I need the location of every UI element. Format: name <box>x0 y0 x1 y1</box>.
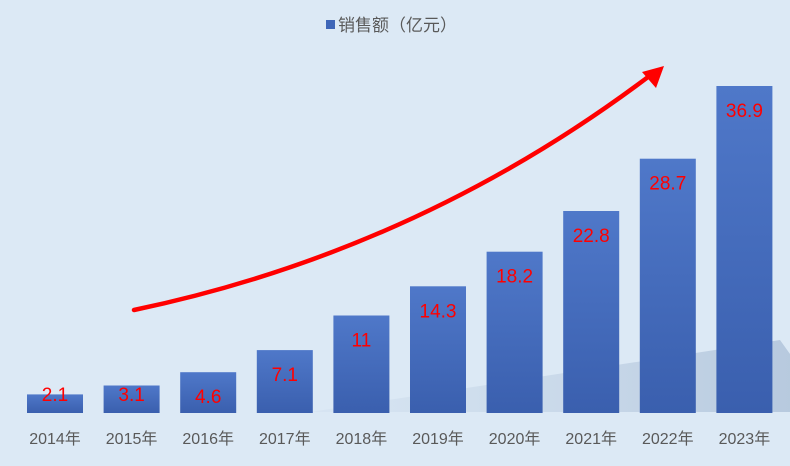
bar-2019年 <box>410 286 466 413</box>
trend-arrow-line <box>131 71 655 313</box>
bar-2014年 <box>27 394 83 413</box>
x-tick-label: 2018年 <box>336 430 388 448</box>
data-label: 4.6 <box>195 387 221 408</box>
trend-arrow <box>131 66 664 313</box>
value-labels: 2.1 3.1 4.6 7.1 11 14.3 18.2 22.8 28.7 36.9 <box>42 101 763 408</box>
trend-arrow-head <box>642 66 664 88</box>
data-label: 3.1 <box>118 385 144 406</box>
bar-2018年 <box>333 315 390 413</box>
data-label: 18.2 <box>496 267 533 288</box>
legend: 销售额（亿元） <box>326 16 457 36</box>
x-axis-labels: 2014年 2015年 2016年 2017年 2018年 2019年 2020年 2021年… <box>29 430 770 448</box>
bar-2017年 <box>256 350 313 413</box>
data-label: 2.1 <box>42 385 68 406</box>
x-tick-label: 2019年 <box>412 430 464 448</box>
data-label: 7.1 <box>272 365 298 386</box>
bars <box>27 86 773 413</box>
data-label: 22.8 <box>573 226 610 247</box>
bar-2016年 <box>180 372 237 413</box>
x-tick-label: 2016年 <box>182 430 234 448</box>
data-label: 28.7 <box>649 174 686 195</box>
bar-2023年 <box>716 86 773 413</box>
x-tick-label: 2022年 <box>642 430 694 448</box>
data-label: 11 <box>352 331 372 352</box>
x-tick-label: 2014年 <box>29 430 81 448</box>
x-tick-label: 2015年 <box>106 430 158 448</box>
bar-2020年 <box>486 251 543 413</box>
data-label: 14.3 <box>420 301 457 322</box>
data-label: 36.9 <box>726 101 763 122</box>
x-tick-label: 2020年 <box>489 430 541 448</box>
x-tick-label: 2021年 <box>565 430 617 448</box>
bar-2015年 <box>103 385 160 413</box>
x-tick-label: 2023年 <box>719 430 771 448</box>
legend-label: 销售额（亿元） <box>338 16 457 36</box>
bar-2021年 <box>563 211 620 413</box>
x-tick-label: 2017年 <box>259 430 311 448</box>
legend-swatch <box>326 20 335 29</box>
bar-2022年 <box>639 158 696 413</box>
